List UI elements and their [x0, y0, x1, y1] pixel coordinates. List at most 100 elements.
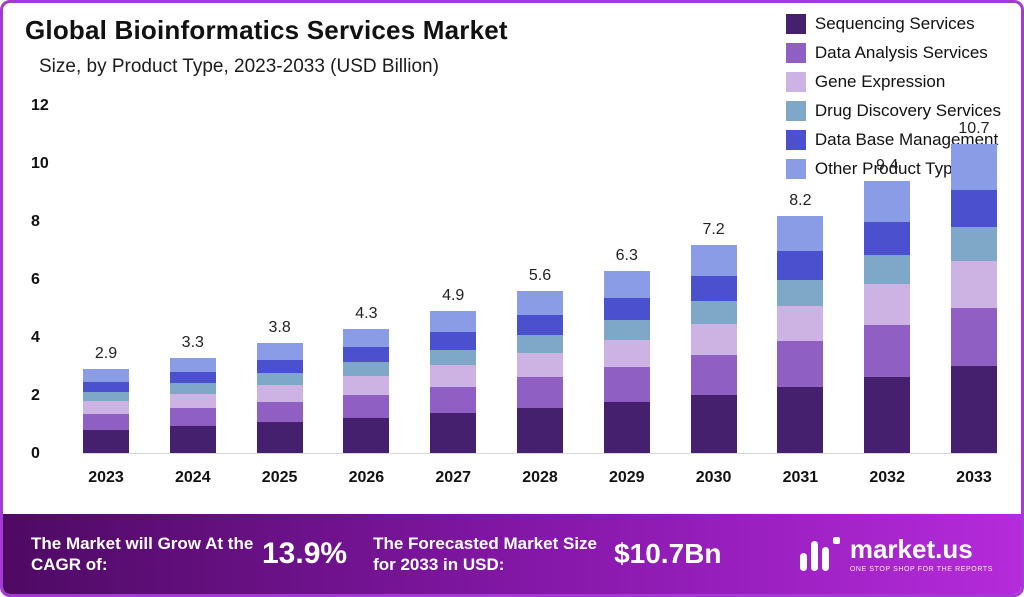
- bar-segment: [516, 291, 563, 316]
- bar-2032: 9.4 2032: [864, 106, 911, 486]
- bar-segment: [430, 365, 477, 387]
- bar-segment: [777, 341, 824, 387]
- bar-segment: [516, 352, 563, 377]
- brand-tagline: ONE STOP SHOP FOR THE REPORTS: [849, 565, 993, 573]
- bar-segment: [256, 401, 303, 423]
- bar-segment: [864, 181, 911, 222]
- legend-label: Drug Discovery Services: [814, 101, 1001, 120]
- bar-2029: 6.3 2029: [603, 106, 650, 486]
- bar-segment: [256, 372, 303, 386]
- bar-segment: [256, 385, 303, 402]
- bar-segment: [690, 354, 737, 395]
- chart-header: Global Bioinformatics Services Market Si…: [25, 15, 508, 78]
- legend-label: Sequencing Services: [814, 14, 975, 33]
- bar-stack: [343, 106, 390, 453]
- bar-segment: [430, 332, 477, 350]
- y-tick-label: 12: [31, 97, 49, 114]
- bar-segment: [777, 251, 824, 280]
- bar-segment: [690, 323, 737, 355]
- bar-2025: 3.8 2025: [256, 106, 303, 486]
- y-tick-label: 2: [31, 387, 40, 405]
- marketus-logo-icon: [799, 537, 840, 571]
- bar-segment: [430, 349, 477, 366]
- bar-segment: [950, 189, 997, 227]
- bar-segment: [343, 347, 390, 363]
- legend-swatch: [785, 101, 806, 121]
- bar-segment: [603, 320, 650, 340]
- bar-stack: [516, 106, 563, 453]
- x-tick-label: 2028: [522, 469, 558, 486]
- forecast-label: The Forecasted Market Size for 2033 in U…: [373, 533, 597, 574]
- bar-segment: [777, 386, 824, 453]
- bar-segment: [690, 244, 737, 277]
- bar-segment: [343, 394, 390, 419]
- bar-segment: [603, 367, 650, 403]
- bar-segment: [343, 328, 390, 348]
- bar-segment: [430, 413, 477, 453]
- bar-total-label: 10.7: [958, 119, 990, 137]
- bar-total-label: 2.9: [94, 345, 118, 363]
- bar-stack: [430, 106, 477, 453]
- x-tick-label: 2024: [175, 469, 211, 486]
- bar-segment: [169, 371, 216, 384]
- bar-segment: [169, 393, 216, 409]
- bar-total-label: 5.6: [528, 267, 552, 285]
- bar-2027: 4.9 2027: [430, 106, 477, 486]
- bar-segment: [603, 298, 650, 321]
- bar-segment: [430, 386, 477, 414]
- x-tick-label: 2033: [956, 469, 992, 486]
- bar-segment: [343, 375, 390, 395]
- bar-total-label: 4.9: [442, 287, 465, 305]
- bar-segment: [603, 270, 650, 299]
- legend-swatch: [785, 130, 806, 150]
- legend-item: Data Analysis Services: [785, 40, 1001, 66]
- legend-label: Gene Expression: [814, 72, 946, 91]
- bar-segment: [256, 422, 303, 453]
- bar-segment: [950, 307, 997, 367]
- legend-item: Gene Expression: [785, 69, 1001, 95]
- legend-item: Other Product Types: [785, 156, 1001, 182]
- bar-segment: [864, 376, 911, 453]
- bar-segment: [516, 407, 563, 453]
- bar-segment: [516, 376, 563, 408]
- bar-stack: [169, 106, 216, 453]
- bar-segment: [83, 381, 129, 392]
- bar-segment: [777, 215, 824, 252]
- x-tick-label: 2030: [695, 469, 732, 486]
- bar-2030: 7.2 2030: [690, 106, 737, 486]
- bar-segment: [343, 362, 390, 376]
- y-tick-label: 4: [31, 329, 40, 347]
- bar-2026: 4.3 2026: [343, 106, 390, 486]
- brand-logo: market.us ONE STOP SHOP FOR THE REPORTS: [799, 536, 993, 573]
- bar-segment: [950, 366, 997, 453]
- legend-label: Data Analysis Services: [814, 43, 988, 62]
- bar-segment: [83, 369, 129, 382]
- x-tick-label: 2032: [869, 469, 905, 486]
- chart-area: 0 2 4 6 8 10 12 2.9 2023 3.3 2024 3.8 2025 4.3 2026 4.…: [31, 97, 997, 486]
- y-tick-label: 0: [31, 445, 40, 462]
- bar-segment: [603, 339, 650, 368]
- y-tick-label: 6: [31, 271, 40, 288]
- bar-segment: [864, 254, 911, 285]
- bar-segment: [516, 334, 563, 353]
- bar-segment: [777, 279, 824, 306]
- bar-segment: [83, 429, 129, 453]
- legend-swatch: [785, 72, 806, 92]
- x-tick-label: 2027: [435, 469, 471, 486]
- bar-segment: [83, 400, 129, 414]
- bar-total-label: 6.3: [615, 246, 638, 264]
- bar-total-label: 7.2: [702, 220, 725, 238]
- bar-total-label: 4.3: [355, 304, 378, 322]
- legend-swatch: [785, 43, 806, 63]
- bar-segment: [256, 343, 303, 360]
- legend-label: Other Product Types: [814, 159, 971, 178]
- bar-segment: [864, 284, 911, 326]
- forecast-value: $10.7Bn: [614, 538, 722, 569]
- bar-segment: [690, 276, 737, 301]
- bar-segment: [950, 226, 997, 262]
- y-tick-label: 8: [31, 213, 40, 231]
- plot-area: 2.9 2023 3.3 2024 3.8 2025 4.3 2026 4.9 2027 5.6 20…: [83, 106, 997, 486]
- footer-banner: The Market will Grow At the CAGR of: 13.…: [3, 514, 1021, 594]
- chart-subtitle: Size, by Product Type, 2023-2033 (USD Bi…: [39, 56, 439, 77]
